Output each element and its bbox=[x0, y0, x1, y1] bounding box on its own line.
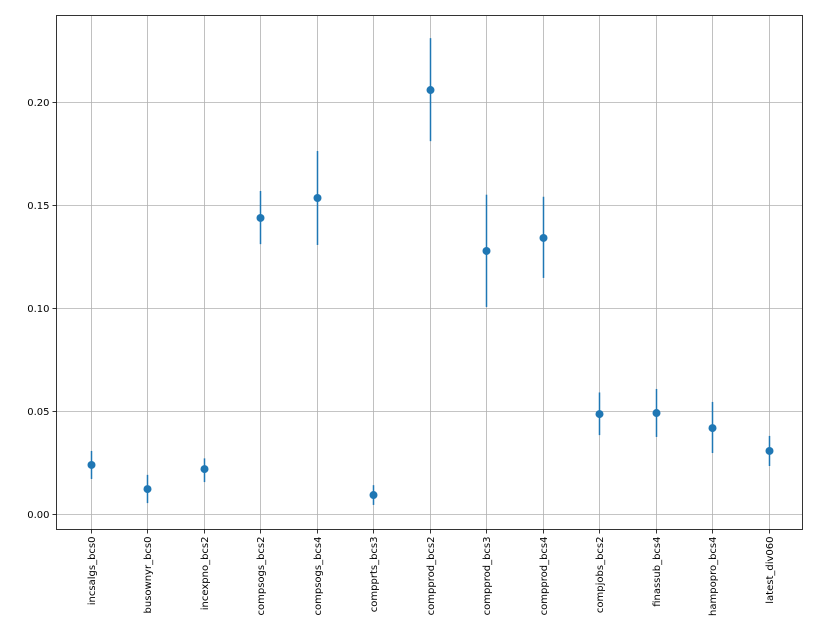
data-point bbox=[313, 193, 322, 202]
plot-frame bbox=[56, 15, 803, 530]
y-tick-label: 0.00 bbox=[27, 510, 49, 521]
x-tick-label: latest_div060 bbox=[765, 537, 776, 604]
x-tick-label: hampopro_bcs4 bbox=[708, 537, 719, 616]
data-point bbox=[595, 410, 604, 419]
data-point bbox=[200, 465, 209, 474]
x-tick-label: finassub_bcs4 bbox=[652, 537, 663, 607]
x-tick-label: incexpno_bcs2 bbox=[200, 537, 211, 611]
data-point bbox=[652, 409, 661, 418]
y-tick-label: 0.05 bbox=[27, 407, 49, 418]
errorbar-series bbox=[87, 38, 774, 505]
x-tick-label: compjobs_bcs2 bbox=[595, 537, 606, 614]
x-axis: incsalgs_bcs0 busownyr_bcs0 incexpno_bcs2 c… bbox=[87, 529, 776, 616]
data-point bbox=[369, 491, 378, 500]
x-tick-label: compprts_bcs3 bbox=[369, 537, 380, 613]
x-tick-label: compsogs_bcs2 bbox=[256, 537, 267, 616]
x-tick-label: compprod_bcs3 bbox=[482, 537, 493, 616]
data-point bbox=[256, 213, 265, 222]
x-tick-label: incsalgs_bcs0 bbox=[87, 537, 98, 606]
x-tick-label: compprod_bcs2 bbox=[426, 537, 437, 616]
data-point bbox=[482, 246, 491, 255]
x-tick-label: compsogs_bcs4 bbox=[313, 537, 324, 616]
x-tick-label: busownyr_bcs0 bbox=[143, 537, 154, 614]
data-point bbox=[539, 233, 548, 242]
data-point bbox=[708, 424, 717, 433]
y-tick-label: 0.15 bbox=[27, 201, 49, 212]
x-tick-label: compprod_bcs4 bbox=[539, 537, 550, 616]
data-point bbox=[143, 485, 152, 494]
data-point bbox=[426, 86, 435, 95]
y-tick-label: 0.20 bbox=[27, 98, 49, 109]
y-tick-label: 0.10 bbox=[27, 304, 49, 315]
data-point bbox=[765, 446, 774, 455]
data-point bbox=[87, 460, 96, 469]
y-axis: 0.00 0.05 0.10 0.15 0.20 bbox=[27, 98, 57, 521]
